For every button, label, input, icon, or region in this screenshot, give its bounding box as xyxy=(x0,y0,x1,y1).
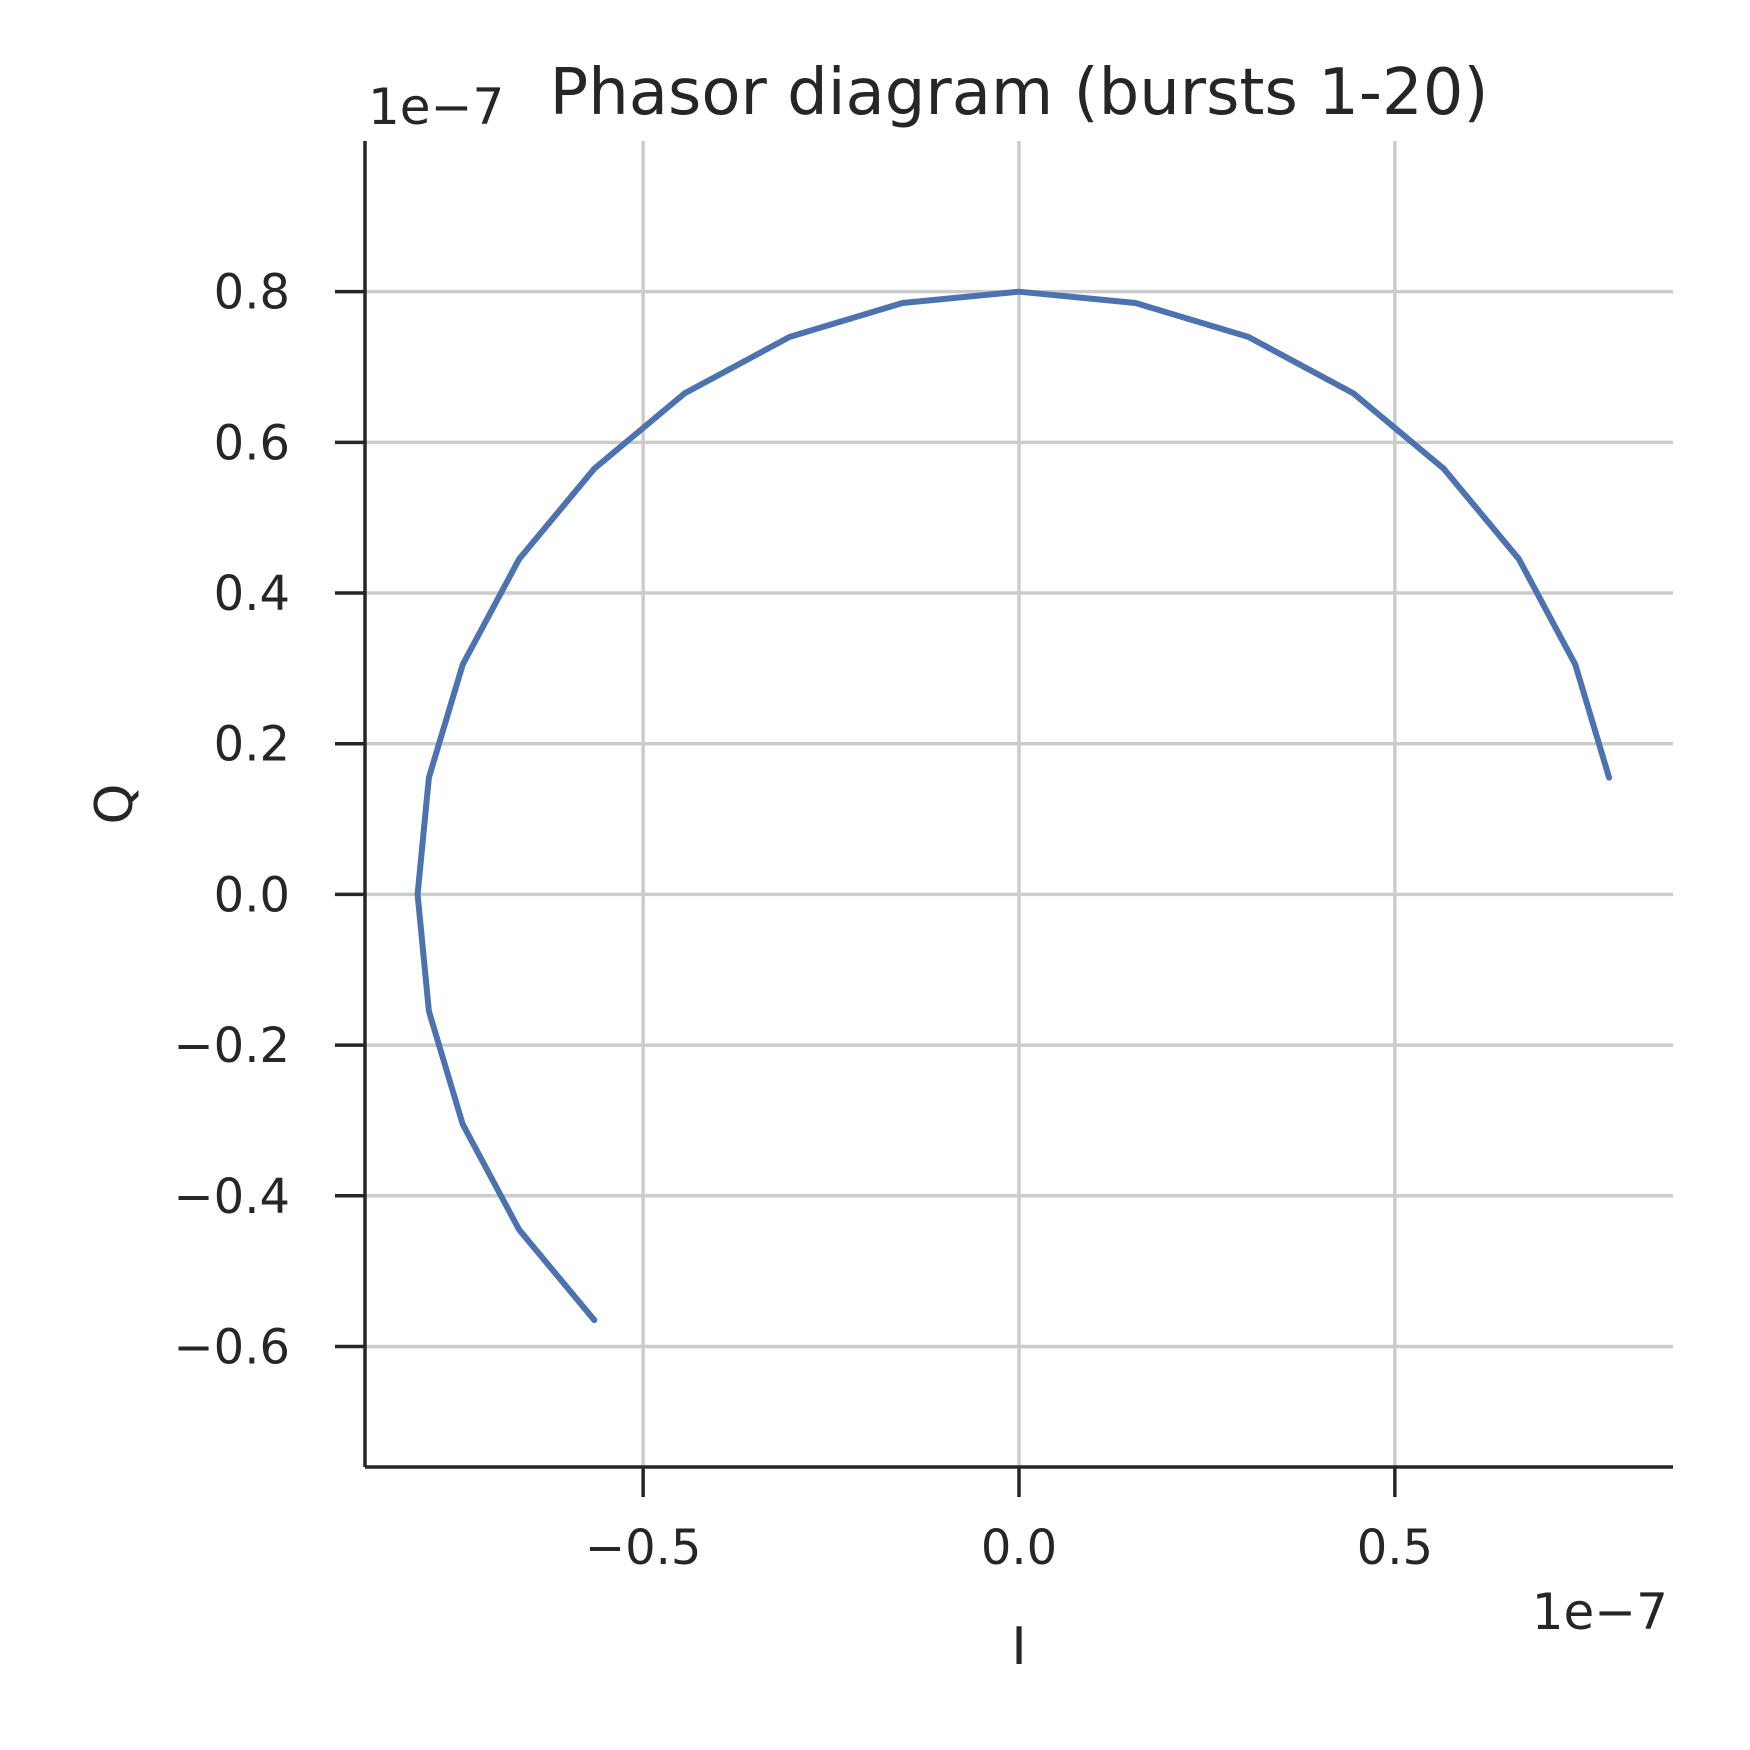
y-axis-label: Q xyxy=(85,784,145,825)
y-tick-label: 0.0 xyxy=(214,867,290,923)
x-offset-label: 1e−7 xyxy=(1532,1583,1668,1641)
y-tick-label: 0.6 xyxy=(214,415,290,471)
x-axis-label: I xyxy=(1011,1617,1026,1677)
chart-title: Phasor diagram (bursts 1-20) xyxy=(550,56,1489,130)
ticks: −0.5 0.0 0.5 −0.6 −0.4 −0.2 0.0 0.2 0.4 0.6 0.8 xyxy=(173,265,1433,1576)
series-layer xyxy=(414,288,1613,1324)
y-tick-label: −0.4 xyxy=(173,1169,290,1225)
y-tick-label: 0.8 xyxy=(214,265,290,321)
x-tick-label: 0.5 xyxy=(1357,1520,1433,1576)
x-tick-label: −0.5 xyxy=(585,1520,702,1576)
y-tick-label: −0.6 xyxy=(173,1319,290,1375)
y-offset-label: 1e−7 xyxy=(368,78,504,136)
grid xyxy=(365,141,1673,1467)
y-tick-label: 0.4 xyxy=(214,566,290,622)
series-line xyxy=(414,288,1613,1324)
y-tick-label: −0.2 xyxy=(173,1018,290,1074)
y-tick-label: 0.2 xyxy=(214,717,290,773)
x-tick-label: 0.0 xyxy=(981,1520,1057,1576)
